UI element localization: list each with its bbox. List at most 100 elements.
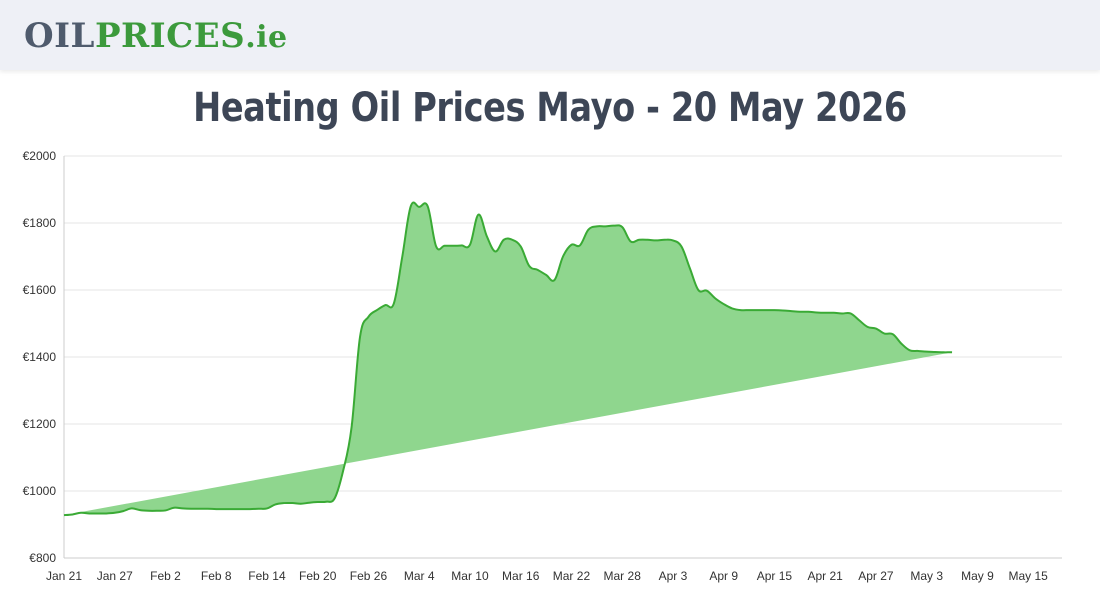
- data-point[interactable]: [239, 506, 245, 512]
- data-point[interactable]: [382, 302, 388, 308]
- data-point[interactable]: [281, 500, 287, 506]
- data-point[interactable]: [585, 227, 591, 233]
- data-point[interactable]: [518, 243, 524, 249]
- data-point[interactable]: [205, 506, 211, 512]
- data-point[interactable]: [179, 505, 185, 511]
- data-point[interactable]: [408, 203, 414, 209]
- data-point[interactable]: [645, 237, 651, 243]
- data-point[interactable]: [298, 501, 304, 507]
- data-point[interactable]: [552, 277, 558, 283]
- data-point[interactable]: [763, 307, 769, 313]
- data-point[interactable]: [721, 301, 727, 307]
- data-point[interactable]: [577, 242, 583, 248]
- data-point[interactable]: [264, 505, 270, 511]
- data-point[interactable]: [864, 324, 870, 330]
- data-point[interactable]: [941, 349, 947, 355]
- data-point[interactable]: [171, 505, 177, 511]
- data-point[interactable]: [365, 314, 371, 320]
- data-point[interactable]: [492, 248, 498, 254]
- data-point[interactable]: [797, 309, 803, 315]
- data-point[interactable]: [526, 263, 532, 269]
- data-point[interactable]: [1017, 140, 1023, 143]
- data-point[interactable]: [399, 254, 405, 260]
- data-point[interactable]: [814, 309, 820, 315]
- data-point[interactable]: [256, 506, 262, 512]
- data-point[interactable]: [535, 267, 541, 273]
- data-point[interactable]: [154, 508, 160, 514]
- data-point[interactable]: [704, 288, 710, 294]
- data-point[interactable]: [1059, 140, 1065, 143]
- data-point[interactable]: [1000, 140, 1006, 143]
- data-point[interactable]: [1034, 140, 1040, 143]
- data-point[interactable]: [560, 254, 566, 260]
- data-point[interactable]: [112, 510, 118, 516]
- data-point[interactable]: [594, 223, 600, 229]
- data-point[interactable]: [991, 140, 997, 143]
- data-point[interactable]: [1008, 140, 1014, 143]
- data-point[interactable]: [222, 506, 228, 512]
- data-point[interactable]: [619, 224, 625, 230]
- data-point[interactable]: [611, 223, 617, 229]
- data-point[interactable]: [315, 499, 321, 505]
- data-point[interactable]: [678, 243, 684, 249]
- data-point[interactable]: [949, 349, 955, 355]
- data-point[interactable]: [712, 295, 718, 301]
- data-point[interactable]: [349, 424, 355, 430]
- data-point[interactable]: [924, 349, 930, 355]
- data-point[interactable]: [738, 307, 744, 313]
- data-point[interactable]: [86, 510, 92, 516]
- data-point[interactable]: [442, 243, 448, 249]
- data-point[interactable]: [966, 140, 972, 143]
- data-point[interactable]: [602, 223, 608, 229]
- data-point[interactable]: [1042, 140, 1048, 143]
- data-point[interactable]: [509, 237, 515, 243]
- data-point[interactable]: [137, 507, 143, 513]
- data-point[interactable]: [459, 242, 465, 248]
- data-point[interactable]: [974, 140, 980, 143]
- data-point[interactable]: [746, 307, 752, 313]
- data-point[interactable]: [475, 212, 481, 218]
- data-point[interactable]: [357, 334, 363, 340]
- data-point[interactable]: [958, 350, 964, 356]
- data-point[interactable]: [188, 506, 194, 512]
- data-point[interactable]: [484, 233, 490, 239]
- data-point[interactable]: [805, 309, 811, 315]
- data-point[interactable]: [873, 326, 879, 332]
- data-point[interactable]: [340, 468, 346, 474]
- data-point[interactable]: [272, 501, 278, 507]
- data-point[interactable]: [501, 237, 507, 243]
- data-point[interactable]: [848, 310, 854, 316]
- data-point[interactable]: [788, 308, 794, 314]
- site-logo[interactable]: OILPRICES.ie: [24, 14, 288, 60]
- data-point[interactable]: [687, 265, 693, 271]
- data-point[interactable]: [568, 242, 574, 248]
- data-point[interactable]: [433, 243, 439, 249]
- data-point[interactable]: [983, 140, 989, 143]
- data-point[interactable]: [425, 203, 431, 209]
- data-point[interactable]: [103, 510, 109, 516]
- data-point[interactable]: [78, 510, 84, 516]
- data-point[interactable]: [661, 237, 667, 243]
- data-point[interactable]: [95, 510, 101, 516]
- data-point[interactable]: [450, 243, 456, 249]
- data-point[interactable]: [289, 500, 295, 506]
- data-point[interactable]: [839, 310, 845, 316]
- data-point[interactable]: [729, 305, 735, 311]
- data-point[interactable]: [881, 331, 887, 337]
- data-point[interactable]: [1051, 140, 1057, 143]
- data-point[interactable]: [69, 511, 75, 517]
- data-point[interactable]: [543, 272, 549, 278]
- data-point[interactable]: [907, 347, 913, 353]
- data-point[interactable]: [196, 506, 202, 512]
- data-point[interactable]: [636, 237, 642, 243]
- data-point[interactable]: [932, 349, 938, 355]
- data-point[interactable]: [247, 506, 253, 512]
- data-point[interactable]: [915, 348, 921, 354]
- data-point[interactable]: [780, 307, 786, 313]
- data-point[interactable]: [898, 341, 904, 347]
- data-point[interactable]: [670, 237, 676, 243]
- data-point[interactable]: [162, 507, 168, 513]
- data-point[interactable]: [755, 307, 761, 313]
- data-point[interactable]: [120, 508, 126, 514]
- data-point[interactable]: [213, 506, 219, 512]
